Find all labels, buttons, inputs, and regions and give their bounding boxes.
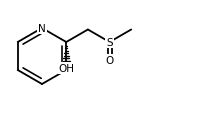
Text: O: O — [105, 56, 114, 65]
Text: S: S — [106, 38, 113, 48]
Text: N: N — [38, 24, 46, 34]
Text: OH: OH — [58, 63, 74, 73]
